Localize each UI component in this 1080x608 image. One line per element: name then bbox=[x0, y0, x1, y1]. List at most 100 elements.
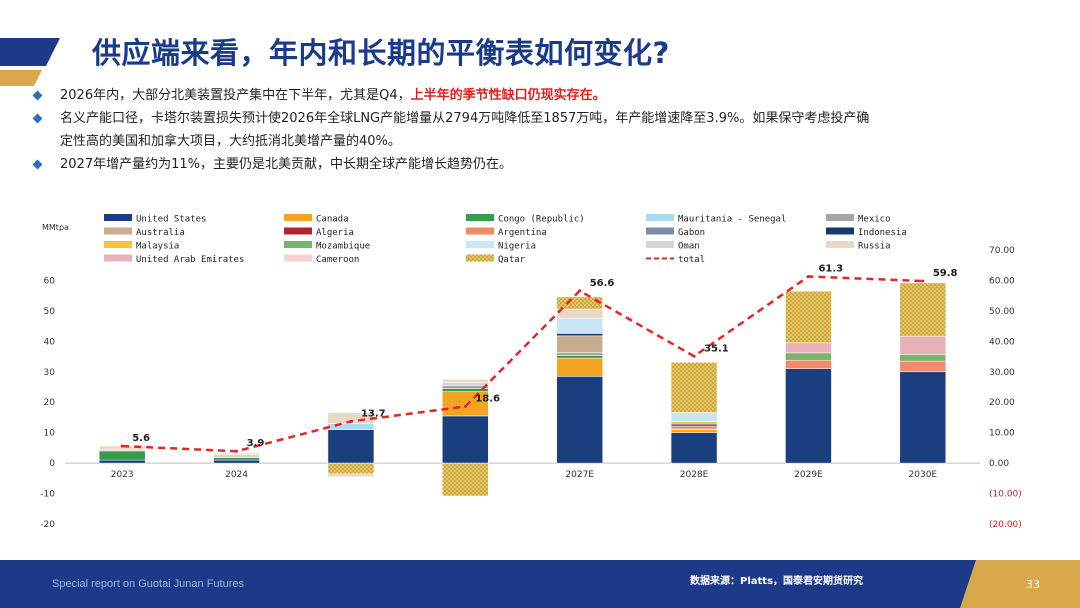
legend-swatch bbox=[466, 227, 494, 235]
legend-swatch bbox=[466, 241, 494, 248]
bar-segment bbox=[670, 423, 718, 427]
footer-stripe bbox=[960, 560, 1080, 608]
total-data-label: 5.6 bbox=[132, 433, 150, 444]
total-data-label: 61.3 bbox=[818, 263, 843, 274]
legend-label: Mozambique bbox=[316, 242, 370, 252]
total-line: 5.6 3.9 13.7 18.6 56.6 35.1 61.3 59.8 bbox=[120, 263, 958, 453]
legend-label: Australia bbox=[136, 228, 185, 238]
y2-tick-label: 30.00 bbox=[989, 368, 1015, 378]
y-tick-label: 40 bbox=[44, 337, 56, 347]
legend-label: total bbox=[678, 255, 705, 265]
y2-tick-label: 0.00 bbox=[989, 459, 1009, 469]
legend-label: Congo (Republic) bbox=[498, 215, 585, 225]
footer-report-title: Special report on Guotai Junan Futures bbox=[52, 578, 245, 590]
bullet-text: 名义产能口径，卡塔尔装置损失预计使2026年全球LNG产能增量从2794万吨降低… bbox=[60, 111, 870, 126]
bar-segment bbox=[670, 425, 718, 430]
legend-swatch bbox=[104, 241, 132, 248]
bullet-item-continuation: 定性高的美国和加拿大项目，大约抵消北美增产量的40%。 bbox=[34, 130, 1044, 153]
bullet-highlight: 上半年的季节性缺口仍现实存在。 bbox=[410, 88, 606, 103]
x-tick-label: 2024 bbox=[225, 470, 248, 480]
legend-swatch bbox=[104, 254, 132, 262]
bar-segment bbox=[670, 421, 718, 425]
bar-segment bbox=[556, 317, 603, 334]
bar-segment bbox=[899, 282, 947, 337]
lng-capacity-chart: United States Canada Congo (Republic) Mauri… bbox=[40, 214, 1022, 530]
legend-label: Oman bbox=[678, 242, 700, 252]
y-tick-label: 0 bbox=[49, 459, 55, 469]
y2-tick-label: 20.00 bbox=[989, 398, 1015, 408]
y-tick-label: 20 bbox=[44, 398, 56, 408]
bar-segment bbox=[556, 333, 603, 337]
total-data-label: 56.6 bbox=[590, 278, 615, 289]
legend-label: Cameroon bbox=[316, 255, 359, 265]
y2-tick-label: 10.00 bbox=[989, 429, 1015, 439]
total-line-point bbox=[235, 449, 239, 453]
legend-swatch bbox=[284, 254, 312, 262]
legend-label: Nigeria bbox=[498, 242, 536, 252]
page-number: 33 bbox=[1026, 578, 1040, 591]
x-tick-label: 2029E bbox=[794, 470, 823, 480]
legend-label: Mauritania - Senegal bbox=[678, 215, 786, 225]
total-line-point bbox=[578, 289, 582, 293]
diamond-bullet-icon bbox=[32, 90, 43, 101]
bar-segment bbox=[442, 379, 489, 383]
bar-segment bbox=[98, 459, 146, 464]
legend-swatch bbox=[104, 227, 132, 235]
bar-segment bbox=[327, 462, 375, 475]
y2-tick-label: (10.00) bbox=[989, 490, 1022, 500]
bar-segment bbox=[442, 382, 489, 386]
bar-segment bbox=[556, 357, 603, 377]
legend-swatch bbox=[466, 254, 494, 262]
bullet-text: 2027年增产量约为11%，主要仍是北美贡献，中长期全球产能增长趋势仍在。 bbox=[60, 157, 512, 172]
total-line-path bbox=[122, 275, 923, 453]
legend-swatch bbox=[826, 241, 854, 248]
page-title: 供应端来看，年内和长期的平衡表如何变化? bbox=[92, 36, 670, 70]
legend-label: United Arab Emirates bbox=[136, 255, 244, 265]
bar-segment bbox=[670, 432, 718, 464]
y2-tick-label: 50.00 bbox=[989, 307, 1015, 317]
legend-swatch bbox=[646, 214, 674, 221]
bar-segment bbox=[213, 452, 260, 455]
bar-segment bbox=[442, 385, 489, 389]
data-source: 数据来源：Platts，国泰君安期货研究 bbox=[690, 576, 864, 587]
bar-segment bbox=[327, 429, 375, 464]
total-line-point bbox=[692, 354, 696, 358]
total-line-point bbox=[921, 279, 925, 283]
legend-label: Algeria bbox=[316, 228, 354, 238]
total-line-point bbox=[349, 419, 353, 423]
bar-segment bbox=[442, 462, 489, 497]
y-tick-label: -10 bbox=[40, 490, 55, 500]
chart-legend: United States Canada Congo (Republic) Mauri… bbox=[104, 214, 907, 265]
bar-segment bbox=[556, 376, 603, 464]
bullet-text: 2026年内，大部分北美装置投产集中在下半年，尤其是Q4， bbox=[60, 88, 411, 103]
total-line-point bbox=[806, 274, 810, 278]
bar-segment bbox=[556, 296, 603, 310]
y-tick-label: 30 bbox=[44, 368, 56, 378]
bar-segment bbox=[556, 352, 603, 356]
bar-segment bbox=[785, 359, 832, 369]
bar-segment bbox=[899, 360, 947, 373]
chart-bars bbox=[98, 282, 947, 497]
bar-segment bbox=[442, 415, 489, 464]
bullet-item: 名义产能口径，卡塔尔装置损失预计使2026年全球LNG产能增量从2794万吨降低… bbox=[32, 107, 1044, 130]
bullet-item: 2026年内，大部分北美装置投产集中在下半年，尤其是Q4，上半年的季节性缺口仍现… bbox=[32, 84, 1044, 107]
legend-swatch bbox=[646, 241, 674, 248]
y-tick-label: 50 bbox=[44, 307, 56, 317]
y-tick-label: 10 bbox=[44, 429, 56, 439]
total-line-point bbox=[463, 404, 467, 408]
total-data-label: 3.9 bbox=[247, 438, 265, 449]
legend-swatch bbox=[104, 214, 132, 221]
x-tick-label: 2028E bbox=[680, 470, 709, 480]
bar-segment bbox=[213, 454, 260, 458]
total-data-label: 59.8 bbox=[933, 268, 958, 279]
total-data-label: 18.6 bbox=[475, 393, 500, 404]
y2-tick-label: 60.00 bbox=[989, 276, 1015, 286]
bar-segment bbox=[98, 450, 146, 461]
y2-tick-label: 70.00 bbox=[989, 246, 1015, 256]
legend-swatch bbox=[646, 227, 674, 235]
legend-label: United States bbox=[136, 215, 206, 225]
legend-label: Indonesia bbox=[858, 228, 907, 238]
bar-segment bbox=[785, 352, 832, 361]
total-data-label: 13.7 bbox=[361, 408, 386, 419]
bar-segment bbox=[899, 354, 947, 362]
